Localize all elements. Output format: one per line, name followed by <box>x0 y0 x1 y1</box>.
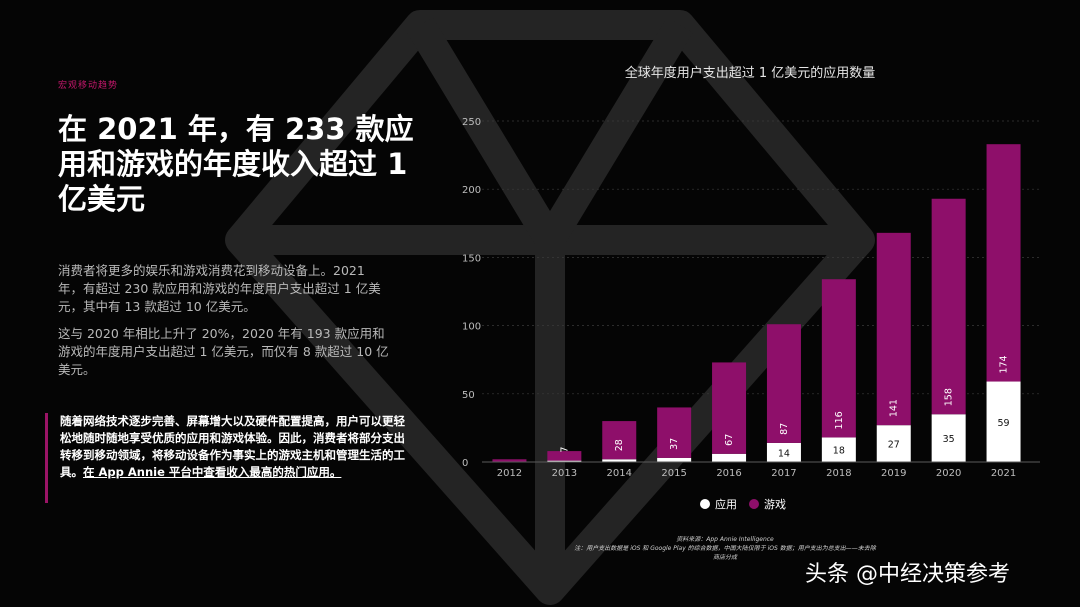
bar-apps-2019 <box>876 425 911 462</box>
bar-games-2015 <box>657 407 692 458</box>
data-label-games-2014: 28 <box>614 439 625 451</box>
bar-games-2012 <box>492 459 527 462</box>
bar-games-2019 <box>876 232 911 426</box>
bar-apps-2018 <box>821 437 856 462</box>
bar-games-2018 <box>821 279 856 438</box>
legend-label-games: 游戏 <box>764 498 786 511</box>
chart-legend: 应用 游戏 <box>700 496 798 512</box>
source-line-3: 商店分成 <box>712 554 737 561</box>
data-label-games-2021: 174 <box>999 355 1010 373</box>
x-tick-label-2019: 2019 <box>881 468 906 479</box>
section-tag: 宏观移动趋势 <box>58 81 119 91</box>
data-label-games-2018: 116 <box>834 411 845 429</box>
data-label-apps-2018: 18 <box>833 446 845 457</box>
body-paragraph-2: 这与 2020 年相比上升了 20%，2020 年有 193 款应用和游戏的年度… <box>58 326 389 377</box>
x-tick-label-2013: 2013 <box>552 468 577 479</box>
app-annie-link[interactable]: 在 App Annie 平台中查看收入最高的热门应用。 <box>83 465 342 479</box>
data-label-apps-2017: 14 <box>778 448 790 459</box>
y-tick-label-50: 50 <box>462 390 475 401</box>
data-label-apps-2021: 59 <box>998 418 1010 429</box>
callout-text: 随着网络技术逐步完善、屏幕增大以及硬件配置提高，用户可以更轻松地随时随地享受优质… <box>60 414 405 479</box>
watermark: 头条 @中经决策参考 <box>805 562 1010 587</box>
x-tick-label-2020: 2020 <box>936 468 961 479</box>
data-label-games-2017: 87 <box>779 423 790 435</box>
y-tick-label-0: 0 <box>462 458 468 469</box>
y-tick-label-150: 150 <box>462 253 481 264</box>
legend-item-apps: 应用 <box>700 496 737 512</box>
bar-games-2020 <box>931 198 966 415</box>
bar-apps-2014 <box>602 459 637 462</box>
x-tick-label-2015: 2015 <box>661 468 686 479</box>
y-tick-label-100: 100 <box>462 322 481 333</box>
legend-swatch-games <box>749 499 759 509</box>
source-line-1: 资料来源：App Annie Intelligence <box>676 536 774 543</box>
data-label-games-2013: 7 <box>559 447 570 453</box>
bar-apps-2016 <box>712 453 747 462</box>
legend-label-apps: 应用 <box>715 498 737 511</box>
y-tick-label-200: 200 <box>462 185 481 196</box>
legend-swatch-apps <box>700 499 710 509</box>
bar-games-2014 <box>602 421 637 460</box>
x-tick-label-2021: 2021 <box>991 468 1016 479</box>
bar-apps-2017 <box>766 442 801 462</box>
bar-apps-2013 <box>547 460 582 462</box>
x-tick-label-2018: 2018 <box>826 468 851 479</box>
bar-apps-2015 <box>657 457 692 462</box>
x-tick-label-2014: 2014 <box>607 468 632 479</box>
data-label-games-2019: 141 <box>889 399 900 417</box>
source-note: 资料来源：App Annie Intelligence 注：用户支出数据是 iO… <box>560 535 890 562</box>
x-tick-label-2017: 2017 <box>771 468 796 479</box>
source-line-2: 注：用户支出数据是 iOS 和 Google Play 的综合数据，中国大陆仅限… <box>574 545 876 552</box>
data-label-games-2016: 67 <box>724 434 735 446</box>
bar-apps-2020 <box>931 414 966 462</box>
bar-games-2021 <box>986 144 1021 382</box>
data-label-apps-2019: 27 <box>888 440 900 451</box>
bar-apps-2021 <box>986 381 1021 462</box>
chart-title: 全球年度用户支出超过 1 亿美元的应用数量 <box>624 66 876 81</box>
bar-games-2013 <box>547 451 582 461</box>
y-tick-label-250: 250 <box>462 117 481 128</box>
bar-games-2016 <box>712 362 747 454</box>
x-tick-label-2016: 2016 <box>716 468 741 479</box>
page-headline: 在 2021 年，有 233 款应用和游戏的年度收入超过 1 亿美元 <box>58 112 414 216</box>
x-tick-label-2012: 2012 <box>497 468 522 479</box>
data-label-apps-2020: 35 <box>943 434 955 445</box>
legend-item-games: 游戏 <box>749 496 786 512</box>
callout-quote: 随着网络技术逐步完善、屏幕增大以及硬件配置提高，用户可以更轻松地随时随地享受优质… <box>45 413 408 503</box>
data-label-games-2020: 158 <box>944 388 955 406</box>
body-paragraph-1: 消费者将更多的娱乐和游戏消费花到移动设备上。2021 年，有超过 230 款应用… <box>58 263 381 314</box>
data-label-games-2015: 37 <box>669 438 680 450</box>
bar-games-2017 <box>766 324 801 443</box>
